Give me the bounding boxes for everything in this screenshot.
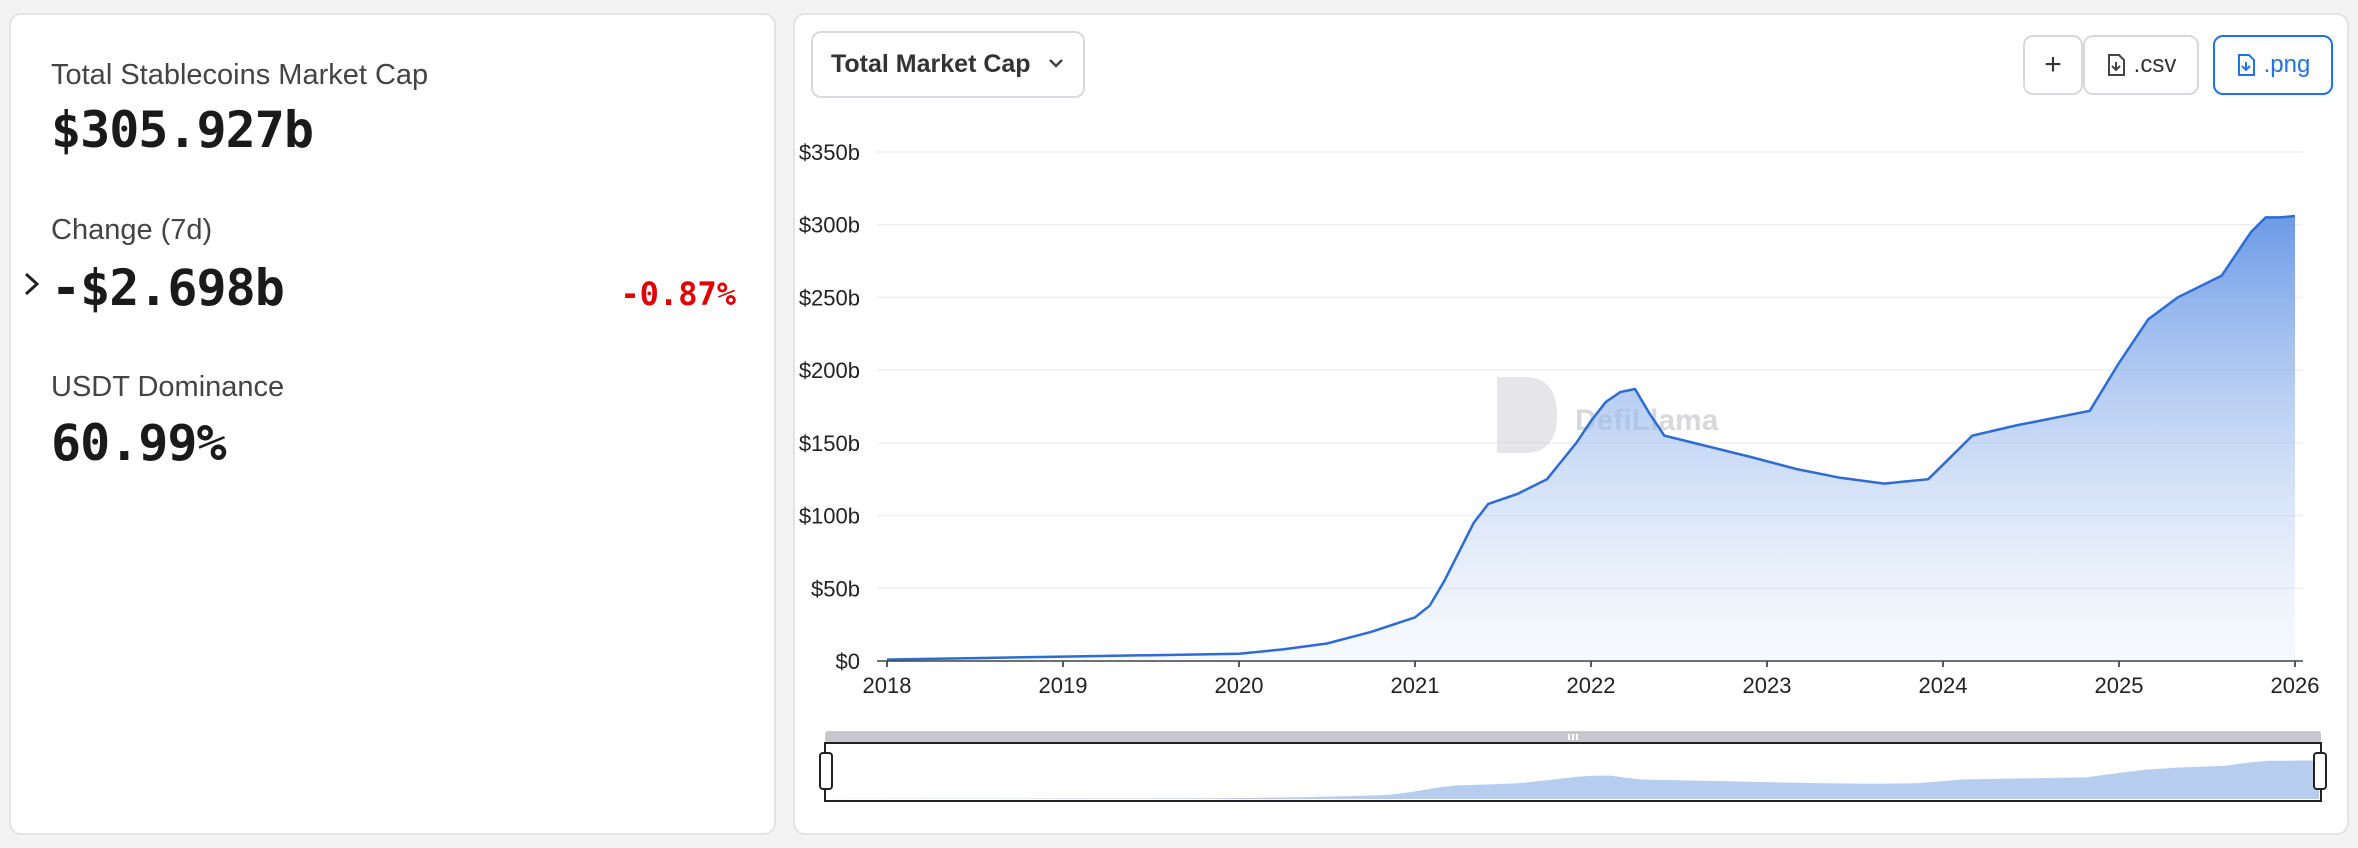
- x-tick-label: 2023: [1743, 673, 1792, 698]
- x-tick-label: 2025: [2095, 673, 2144, 698]
- defillama-logo-icon: [1497, 377, 1557, 453]
- x-tick-label: 2024: [1919, 673, 1968, 698]
- dominance-label: USDT Dominance: [51, 371, 285, 403]
- change-pct-badge: -0.87%: [620, 275, 736, 313]
- change-label: Change (7d): [51, 214, 213, 246]
- chevron-right-icon[interactable]: [21, 271, 43, 297]
- market-cap-line: [886, 214, 2296, 661]
- x-tick-label: 2019: [1039, 673, 1088, 698]
- download-file-icon: [2237, 54, 2255, 76]
- y-tick-label: $150b: [799, 431, 860, 456]
- chart-panel: Total Market Cap + .csv .png Def: [793, 13, 2349, 835]
- x-tick-label: 2021: [1391, 673, 1440, 698]
- csv-label: .csv: [2133, 51, 2177, 78]
- add-button-label: +: [2044, 48, 2062, 81]
- change-value: -$2.698b: [51, 259, 285, 317]
- y-tick-label: $350b: [799, 140, 860, 165]
- y-tick-label: $250b: [799, 285, 860, 310]
- y-tick-label: $50b: [811, 576, 860, 601]
- x-tick-label: 2022: [1567, 673, 1616, 698]
- x-tick-label: 2026: [2271, 673, 2320, 698]
- download-file-icon: [2107, 54, 2125, 76]
- png-label: .png: [2263, 51, 2311, 78]
- metric-select[interactable]: Total Market Cap: [811, 31, 1085, 98]
- market-cap-label: Total Stablecoins Market Cap: [51, 59, 429, 91]
- range-slider-preview: [827, 760, 2319, 799]
- metric-select-label: Total Market Cap: [831, 50, 1031, 78]
- stats-panel: Total Stablecoins Market Cap $305.927b C…: [9, 13, 776, 835]
- market-cap-area: [887, 216, 2295, 661]
- y-tick-label: $300b: [799, 213, 860, 238]
- range-slider[interactable]: [819, 731, 2327, 802]
- png-download-button[interactable]: .png: [2213, 35, 2333, 95]
- range-slider-right-handle[interactable]: [2313, 752, 2327, 790]
- chevron-down-icon: [1049, 59, 1063, 68]
- y-tick-label: $100b: [799, 504, 860, 529]
- dominance-value: 60.99%: [51, 414, 227, 472]
- market-cap-value: $305.927b: [51, 101, 314, 159]
- x-tick-label: 2018: [863, 673, 912, 698]
- add-button[interactable]: +: [2023, 35, 2083, 95]
- market-cap-chart[interactable]: DefiLlama $0$50b$100b$150b$200b$250b$300…: [795, 15, 2347, 833]
- y-tick-label: $0: [836, 649, 860, 674]
- csv-download-button[interactable]: .csv: [2083, 35, 2199, 95]
- range-slider-left-handle[interactable]: [819, 752, 833, 790]
- y-tick-label: $200b: [799, 358, 860, 383]
- x-tick-label: 2020: [1215, 673, 1264, 698]
